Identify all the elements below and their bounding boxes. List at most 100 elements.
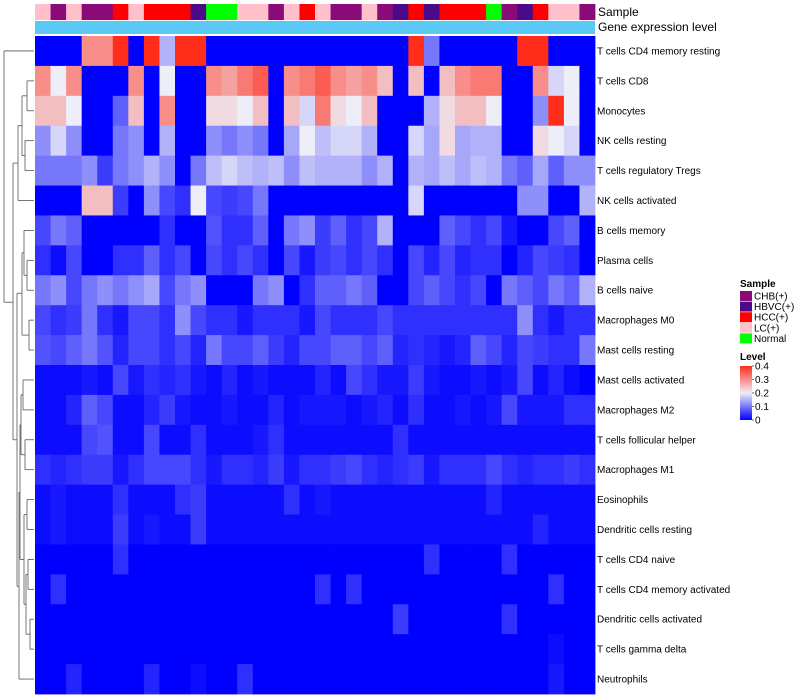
heatmap-cell [470,664,487,695]
heatmap-cell [112,424,129,456]
row-label: Dendritic cells resting [597,525,692,536]
heatmap-cell [221,245,238,276]
heatmap-cell [548,215,565,246]
heatmap-cell [190,634,207,665]
heatmap-cell [128,335,145,366]
sample-annotation-label: Sample [598,5,639,19]
heatmap-cell [579,514,596,545]
heatmap-cell [346,305,363,336]
heatmap-cell [315,365,331,396]
heatmap-cell [532,604,549,635]
heatmap-cell [50,215,67,246]
heatmap-cell [299,365,316,396]
heatmap-cell [206,484,223,515]
heatmap-cell [66,424,83,456]
heatmap-cell [408,275,425,306]
heatmap-cell [206,664,223,695]
heatmap-cell [470,95,487,127]
heatmap-cell [299,454,316,486]
heatmap-cell [143,574,160,605]
row-label: T cells CD4 memory activated [597,585,730,596]
heatmap-cell [97,424,114,456]
heatmap-cell [97,335,114,366]
heatmap-cell [81,335,98,366]
heatmap-cell [283,604,300,635]
heatmap-cell [517,65,534,97]
heatmap-cell [175,185,191,216]
heatmap-cell [66,95,83,127]
heatmap-cell [361,245,378,276]
heatmap-cell [252,394,269,426]
heatmap-cell [579,424,596,456]
heatmap-cell [377,514,394,545]
heatmap-cell [579,604,596,635]
heatmap-cell [252,484,269,515]
heatmap-cell [392,185,409,216]
heatmap-cell [501,544,518,575]
heatmap-cell [548,245,565,276]
heatmap-cell [283,365,300,396]
heatmap-cell [175,65,191,97]
heatmap-cell [548,305,565,336]
heatmap-cell [517,125,534,157]
heatmap-cell [237,215,254,246]
heatmap-cell [579,365,596,396]
heatmap-cell [81,454,98,486]
heatmap-cell [392,394,409,426]
heatmap-cell [439,335,456,366]
heatmap-cell [206,155,223,186]
heatmap-cell [532,95,549,127]
heatmap-cell [455,305,471,336]
heatmap-cell [486,215,503,246]
heatmap-cell [470,275,487,306]
heatmap-cell [66,155,83,186]
heatmap-cell [392,36,409,67]
heatmap-cell [283,125,300,157]
heatmap-cell [206,245,223,276]
heatmap-cell [532,574,549,605]
heatmap-cell [268,484,285,515]
heatmap-cell [486,634,503,665]
heatmap-cell [252,634,269,665]
heatmap-cell [50,484,67,515]
heatmap-cell [315,664,331,695]
heatmap-cell [283,305,300,336]
heatmap-cell [159,335,176,366]
heatmap-cell [206,335,223,366]
heatmap-cell [50,185,67,216]
heatmap-cell [143,664,160,695]
heatmap-cell [252,125,269,157]
heatmap-cell [501,185,518,216]
sample-bar-cell [190,4,207,20]
heatmap-cell [97,604,114,635]
heatmap-cell [361,95,378,127]
heatmap-cell [563,544,580,575]
heatmap-cell [66,335,83,366]
heatmap-cell [470,245,487,276]
heatmap-cell [548,454,565,486]
heatmap-cell [501,275,518,306]
heatmap-cell [66,454,83,486]
heatmap-cell [315,125,331,157]
heatmap-cell [299,215,316,246]
heatmap-cell [159,634,176,665]
heatmap-cell [346,335,363,366]
heatmap-cell [237,335,254,366]
heatmap-cell [66,245,83,276]
heatmap-cell [377,365,394,396]
heatmap-cell [330,484,347,515]
heatmap-cell [455,125,471,157]
heatmap-cell [330,36,347,67]
sample-bar-cell [81,4,98,20]
sample-bar-cell [470,4,487,20]
heatmap-cell [532,275,549,306]
heatmap-cell [315,514,331,545]
heatmap-cell [346,544,363,575]
heatmap-cell [268,245,285,276]
heatmap-cell [423,454,440,486]
heatmap-cell [548,335,565,366]
heatmap-cell [81,185,98,216]
heatmap-cell [268,305,285,336]
heatmap-cell [175,305,191,336]
heatmap-cell [81,574,98,605]
